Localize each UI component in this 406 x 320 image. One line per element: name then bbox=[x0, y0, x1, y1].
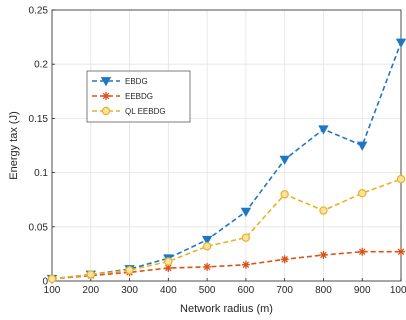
plot-area-frame bbox=[51, 9, 402, 282]
data-point bbox=[241, 260, 250, 269]
x-tick-label: 600 bbox=[238, 285, 255, 296]
legend-label: QL EEBDG bbox=[125, 107, 166, 116]
legend-entry: QL EEBDG bbox=[92, 106, 166, 116]
legend-marker bbox=[100, 77, 112, 87]
legend-label: EEBDG bbox=[125, 92, 153, 101]
data-point bbox=[395, 38, 406, 48]
data-point bbox=[357, 141, 368, 151]
data-point bbox=[280, 190, 289, 199]
data-point bbox=[319, 206, 328, 215]
y-axis-label: Energy tax (J) bbox=[8, 111, 20, 179]
grid bbox=[51, 9, 402, 282]
data-point bbox=[396, 174, 406, 184]
data-point bbox=[125, 265, 134, 275]
series-eebdg bbox=[48, 247, 405, 283]
legend-entries: EBDG EEBDG QL EEBDG bbox=[92, 77, 166, 116]
y-tick-label: 0.05 bbox=[29, 222, 49, 233]
x-axis-label: Network radius (m) bbox=[180, 303, 273, 315]
x-tick-label: 100 bbox=[44, 285, 61, 296]
series-group bbox=[46, 38, 406, 285]
series-line bbox=[51, 250, 401, 280]
data-point bbox=[47, 274, 57, 284]
data-point bbox=[318, 125, 329, 135]
data-point bbox=[86, 270, 95, 279]
y-tick-label: 0.25 bbox=[29, 6, 49, 17]
legend-marker bbox=[102, 92, 110, 100]
data-point bbox=[279, 155, 290, 165]
x-tick-label: 500 bbox=[199, 285, 216, 296]
data-point bbox=[240, 207, 252, 217]
series-line bbox=[51, 178, 402, 280]
data-point bbox=[358, 247, 367, 256]
y-tick-label: 0 bbox=[42, 277, 48, 288]
data-point bbox=[164, 257, 173, 266]
series-ql-eebdg bbox=[47, 174, 406, 284]
data-point bbox=[319, 250, 328, 259]
y-tick-label: 0.15 bbox=[29, 114, 49, 125]
x-tick-label: 700 bbox=[276, 285, 293, 296]
y-tick-label: 0.1 bbox=[34, 168, 48, 179]
data-point bbox=[241, 233, 251, 242]
legend-entry: EEBDG bbox=[92, 92, 153, 101]
legend-marker bbox=[101, 106, 111, 116]
x-tick-label: 800 bbox=[315, 285, 332, 296]
x-tick-label: 400 bbox=[160, 285, 177, 296]
data-point bbox=[358, 188, 367, 198]
legend: EBDG EEBDG QL EEBDG bbox=[86, 70, 191, 123]
data-point bbox=[280, 255, 289, 264]
x-tick-label: 200 bbox=[82, 285, 99, 296]
data-point bbox=[201, 235, 213, 246]
legend-label: EBDG bbox=[125, 77, 148, 86]
x-tick-label: 900 bbox=[354, 285, 371, 296]
data-point bbox=[202, 242, 212, 251]
legend-entry: EBDG bbox=[92, 77, 148, 87]
data-point bbox=[397, 247, 405, 256]
x-tick-label: 300 bbox=[121, 285, 138, 296]
data-point bbox=[203, 262, 212, 271]
y-tick-label: 0.2 bbox=[34, 60, 48, 71]
